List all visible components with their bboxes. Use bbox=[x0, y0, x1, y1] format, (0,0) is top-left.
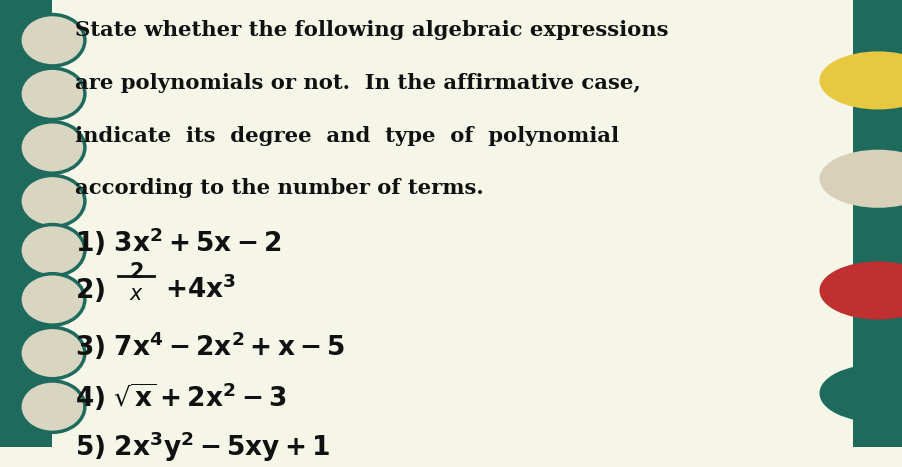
Ellipse shape bbox=[20, 225, 85, 276]
Ellipse shape bbox=[20, 381, 85, 432]
Bar bbox=[0, 0, 52, 447]
Text: according to the number of terms.: according to the number of terms. bbox=[75, 178, 483, 198]
Text: $\mathbf{5)\ 2x^3y^2 - 5xy + 1}$: $\mathbf{5)\ 2x^3y^2 - 5xy + 1}$ bbox=[75, 429, 330, 464]
Bar bbox=[852, 0, 902, 447]
Text: $\mathbf{2)}$: $\mathbf{2)}$ bbox=[75, 276, 105, 304]
Ellipse shape bbox=[20, 68, 85, 120]
Ellipse shape bbox=[20, 14, 85, 66]
Text: State whether the following algebraic expressions: State whether the following algebraic ex… bbox=[75, 20, 667, 40]
Ellipse shape bbox=[20, 122, 85, 173]
Text: $\mathbf{1)\ 3x^2 + 5x - 2}$: $\mathbf{1)\ 3x^2 + 5x - 2}$ bbox=[75, 226, 281, 258]
Text: $\mathbf{+ 4x^3}$: $\mathbf{+ 4x^3}$ bbox=[165, 276, 236, 304]
Circle shape bbox=[819, 364, 902, 422]
Text: $\mathit{x}$: $\mathit{x}$ bbox=[129, 284, 143, 304]
Text: are polynomials or not.  In the affirmative case,: are polynomials or not. In the affirmati… bbox=[75, 73, 640, 93]
Circle shape bbox=[819, 51, 902, 109]
Ellipse shape bbox=[20, 274, 85, 325]
Ellipse shape bbox=[20, 327, 85, 379]
Text: $\mathbf{2}$: $\mathbf{2}$ bbox=[129, 262, 143, 283]
Text: $\mathbf{4)\ \sqrt{x} + 2x^2 - 3}$: $\mathbf{4)\ \sqrt{x} + 2x^2 - 3}$ bbox=[75, 381, 286, 413]
Ellipse shape bbox=[20, 176, 85, 227]
Text: $\mathbf{3)\ 7x^4 - 2x^2 + x - 5}$: $\mathbf{3)\ 7x^4 - 2x^2 + x - 5}$ bbox=[75, 330, 345, 362]
Text: indicate  its  degree  and  type  of  polynomial: indicate its degree and type of polynomi… bbox=[75, 126, 618, 146]
Circle shape bbox=[819, 150, 902, 208]
Circle shape bbox=[819, 262, 902, 319]
